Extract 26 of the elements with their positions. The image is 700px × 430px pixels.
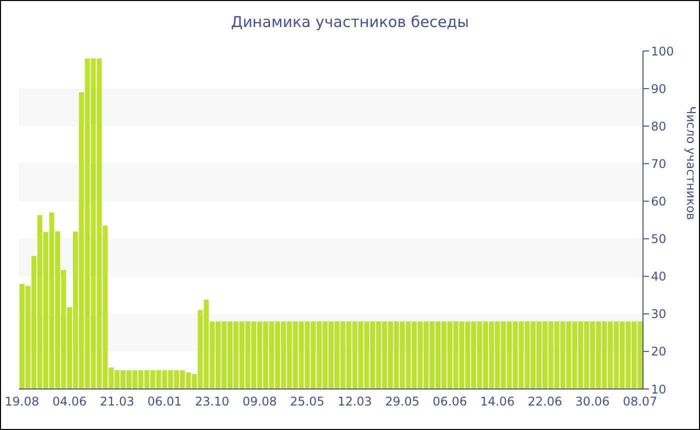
x-tick-label: 23.10 bbox=[194, 394, 230, 409]
x-tick-label: 29.05 bbox=[385, 394, 420, 409]
x-tick-label: 09.08 bbox=[242, 394, 277, 409]
x-tick-label: 04.06 bbox=[52, 394, 87, 409]
x-tick-label: 25.05 bbox=[290, 394, 324, 409]
y-tick-label: 30 bbox=[651, 307, 666, 322]
x-tick-label: 22.06 bbox=[528, 394, 562, 409]
x-tick-label: 19.08 bbox=[4, 394, 40, 409]
y-tick-label: 40 bbox=[651, 270, 666, 284]
y-tick-label: 80 bbox=[651, 119, 666, 134]
x-tick-label: 21.03 bbox=[100, 394, 134, 409]
y-tick-label: 60 bbox=[651, 194, 666, 208]
y-tick-label: 50 bbox=[651, 232, 666, 246]
x-tick-label: 06.06 bbox=[432, 394, 468, 409]
chart-title: Динамика участников беседы bbox=[230, 13, 470, 31]
y-tick-label: 100 bbox=[651, 44, 674, 58]
y-tick-label: 10 bbox=[651, 382, 666, 396]
x-tick-label: 08.07 bbox=[622, 394, 658, 409]
y-axis-title: Число участников bbox=[684, 106, 698, 220]
y-tick-label: 20 bbox=[651, 344, 666, 359]
y-tick-label: 70 bbox=[651, 156, 666, 171]
x-tick-label: 14.06 bbox=[480, 394, 515, 409]
x-tick-label: 30.06 bbox=[575, 394, 610, 409]
x-tick-label: 12.03 bbox=[338, 394, 372, 409]
x-tick-label: 06.01 bbox=[147, 394, 182, 409]
y-tick-label: 90 bbox=[651, 82, 666, 96]
